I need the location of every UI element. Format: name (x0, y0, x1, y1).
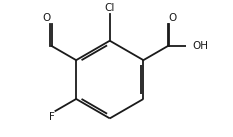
Text: O: O (43, 13, 51, 23)
Text: Cl: Cl (105, 3, 115, 13)
Text: O: O (169, 13, 177, 23)
Text: OH: OH (193, 41, 209, 51)
Text: F: F (49, 112, 55, 122)
